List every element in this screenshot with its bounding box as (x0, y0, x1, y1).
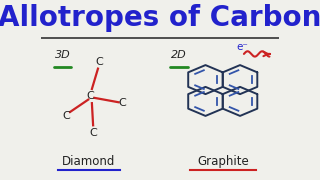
Text: Allotropes of Carbon: Allotropes of Carbon (0, 4, 320, 32)
Text: C: C (89, 128, 97, 138)
Text: C: C (118, 98, 126, 108)
Text: C: C (87, 91, 94, 101)
Text: Graphite: Graphite (197, 155, 249, 168)
Text: C: C (95, 57, 103, 68)
Text: 2D: 2D (171, 50, 187, 60)
Text: C: C (62, 111, 70, 121)
Text: 3D: 3D (55, 50, 71, 60)
Text: e⁻: e⁻ (236, 42, 248, 52)
Text: Diamond: Diamond (61, 155, 115, 168)
